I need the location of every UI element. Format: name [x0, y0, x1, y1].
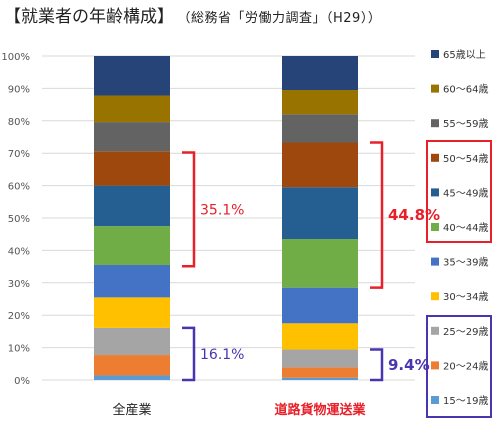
legend-swatch: [431, 326, 439, 335]
annotation-label: 35.1%: [200, 202, 244, 218]
bar-segment: [94, 327, 170, 356]
legend-label: 15〜19歳: [443, 395, 488, 407]
chart-title: 【就業者の年齢構成】: [4, 7, 174, 27]
bar-segment: [282, 287, 358, 324]
legend-swatch: [431, 84, 439, 93]
bar-segment: [282, 367, 358, 378]
annotation-bracket: [370, 348, 384, 382]
bar-segment: [282, 239, 358, 288]
y-tick-label: 20%: [8, 311, 30, 322]
y-tick-label: 10%: [8, 344, 30, 355]
x-category-label: 道路貨物運送業: [274, 402, 366, 418]
annotation-bracket: [182, 151, 196, 268]
legend-swatch: [431, 50, 439, 58]
legend-swatch: [431, 361, 439, 370]
bar-segment: [94, 185, 170, 227]
y-tick-label: 60%: [8, 182, 30, 193]
legend-label: 50〜54歳: [443, 153, 488, 165]
y-tick-label: 40%: [8, 246, 30, 257]
chart-source: （総務省「労働力調査」（H29））: [184, 11, 382, 26]
bar-segment: [282, 349, 358, 368]
title-row: 【就業者の年齢構成】 （総務省「労働力調査」（H29））: [4, 2, 381, 27]
bar-segment: [94, 375, 170, 380]
bar-segment: [94, 95, 170, 123]
legend-swatch: [431, 188, 439, 197]
legend-label: 20〜24歳: [443, 360, 488, 372]
y-tick-label: 0%: [14, 376, 30, 387]
legend-label: 40〜44歳: [443, 222, 488, 234]
legend-label: 45〜49歳: [443, 187, 488, 199]
y-tick-label: 90%: [8, 84, 30, 95]
legend-label: 65歳以上: [443, 49, 486, 61]
legend-swatch: [431, 257, 439, 266]
bar-segment: [94, 122, 170, 152]
bar-segment: [282, 90, 358, 115]
legend-label: 55〜59歳: [443, 118, 488, 130]
y-tick-label: 80%: [8, 117, 30, 128]
bar-segment: [94, 151, 170, 186]
annotation-label: 16.1%: [200, 347, 244, 363]
legend-label: 60〜64歳: [443, 84, 488, 96]
bar-segment: [94, 355, 170, 376]
bar-segment: [282, 377, 358, 380]
bar-segment: [94, 264, 170, 298]
bar-segment: [94, 297, 170, 328]
bar-segment: [282, 114, 358, 143]
bar-segment: [94, 56, 170, 96]
legend-highlight-red: [426, 140, 492, 243]
annotation-bracket: [370, 141, 384, 289]
y-tick-label: 30%: [8, 279, 30, 290]
bar-segment: [282, 323, 358, 350]
y-tick-label: 70%: [8, 149, 30, 160]
legend-swatch: [431, 292, 439, 301]
x-category-label: 全産業: [112, 402, 151, 418]
y-tick-label: 50%: [8, 214, 30, 225]
legend-swatch: [431, 153, 439, 162]
annotation-bracket: [182, 326, 196, 382]
legend-swatch: [431, 223, 439, 231]
legend-swatch: [431, 119, 439, 128]
annotation-label: 9.4%: [388, 356, 430, 374]
bar-segment: [282, 187, 358, 240]
bar-segment: [282, 56, 358, 91]
legend-label: 25〜29歳: [443, 326, 488, 338]
bar-segment: [282, 142, 358, 188]
bar-segment: [94, 226, 170, 265]
legend-label: 35〜39歳: [443, 257, 488, 269]
legend-highlight-blue: [426, 315, 492, 418]
legend-swatch: [431, 396, 439, 404]
legend-label: 30〜34歳: [443, 291, 488, 303]
y-tick-label: 100%: [1, 52, 30, 63]
